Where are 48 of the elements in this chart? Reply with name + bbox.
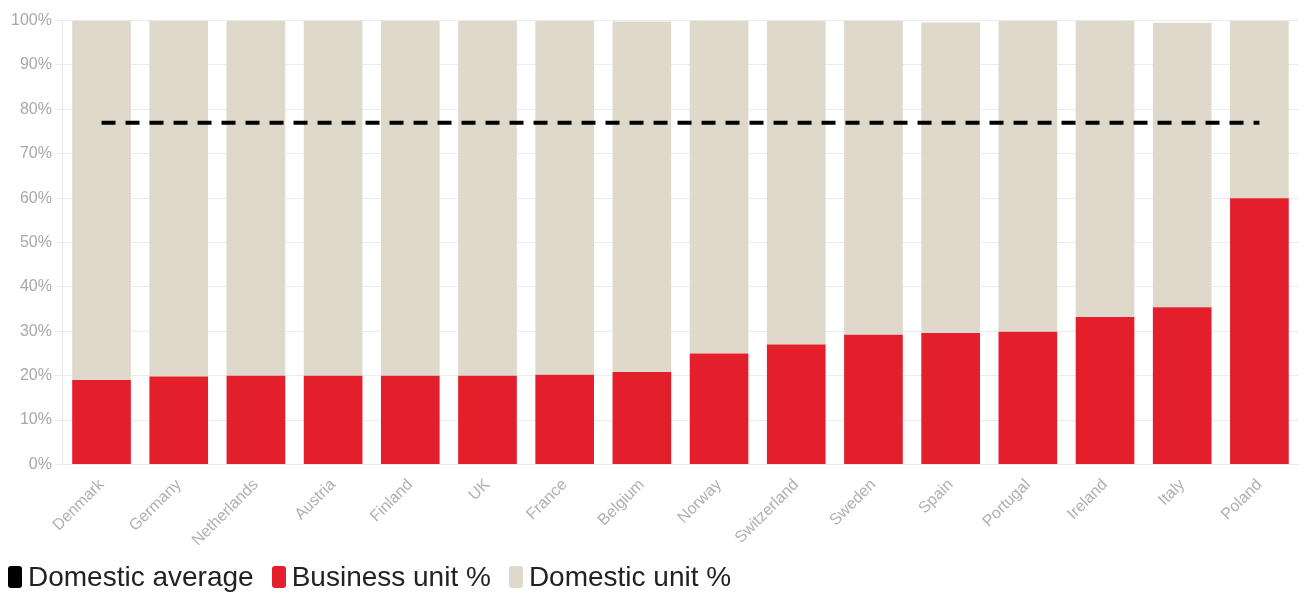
- y-tick-label: 100%: [11, 11, 52, 29]
- bar: [921, 333, 980, 464]
- y-tick-label: 60%: [19, 188, 52, 206]
- bar: [844, 334, 903, 464]
- bar: [1075, 317, 1135, 464]
- y-tick-label: 80%: [19, 99, 52, 117]
- bar: [149, 20, 209, 377]
- bar: [766, 344, 826, 464]
- y-tick-label: 40%: [19, 277, 52, 295]
- bar: [1152, 22, 1212, 308]
- y-tick-label: 30%: [19, 321, 52, 339]
- legend-label: Business unit %: [291, 561, 491, 593]
- bar: [612, 372, 672, 464]
- bar: [303, 20, 363, 376]
- bar: [689, 20, 749, 354]
- bar: [612, 21, 672, 373]
- bar: [535, 374, 595, 464]
- bar: [303, 375, 363, 464]
- y-tick-label: 90%: [19, 55, 52, 73]
- bar: [1152, 307, 1212, 464]
- bar: [535, 20, 595, 375]
- x-tick-label: Italy: [1154, 475, 1188, 509]
- y-tick-label: 50%: [19, 232, 52, 250]
- bar: [380, 375, 440, 464]
- bar: [844, 20, 903, 335]
- bar: [689, 353, 749, 464]
- bar: [1230, 198, 1289, 464]
- bar: [998, 331, 1058, 464]
- bar: [1075, 20, 1135, 318]
- bar: [1230, 20, 1289, 199]
- bar: [458, 20, 517, 376]
- x-tick-label: UK: [464, 475, 493, 504]
- bar: [766, 20, 826, 345]
- legend-label: Domestic unit %: [528, 561, 732, 593]
- bar: [72, 20, 131, 381]
- bar: [998, 20, 1058, 332]
- y-tick-label: 0%: [28, 454, 52, 472]
- bar: [149, 376, 209, 464]
- y-tick-label: 70%: [19, 144, 52, 162]
- bar: [72, 380, 131, 464]
- bar: [921, 22, 980, 334]
- bar: [226, 20, 286, 376]
- bar: [458, 375, 517, 464]
- legend-label: Domestic average: [28, 561, 254, 593]
- y-tick-label: 10%: [19, 410, 52, 428]
- bar: [226, 375, 286, 464]
- y-tick-label: 20%: [19, 366, 52, 384]
- bar: [380, 20, 440, 376]
